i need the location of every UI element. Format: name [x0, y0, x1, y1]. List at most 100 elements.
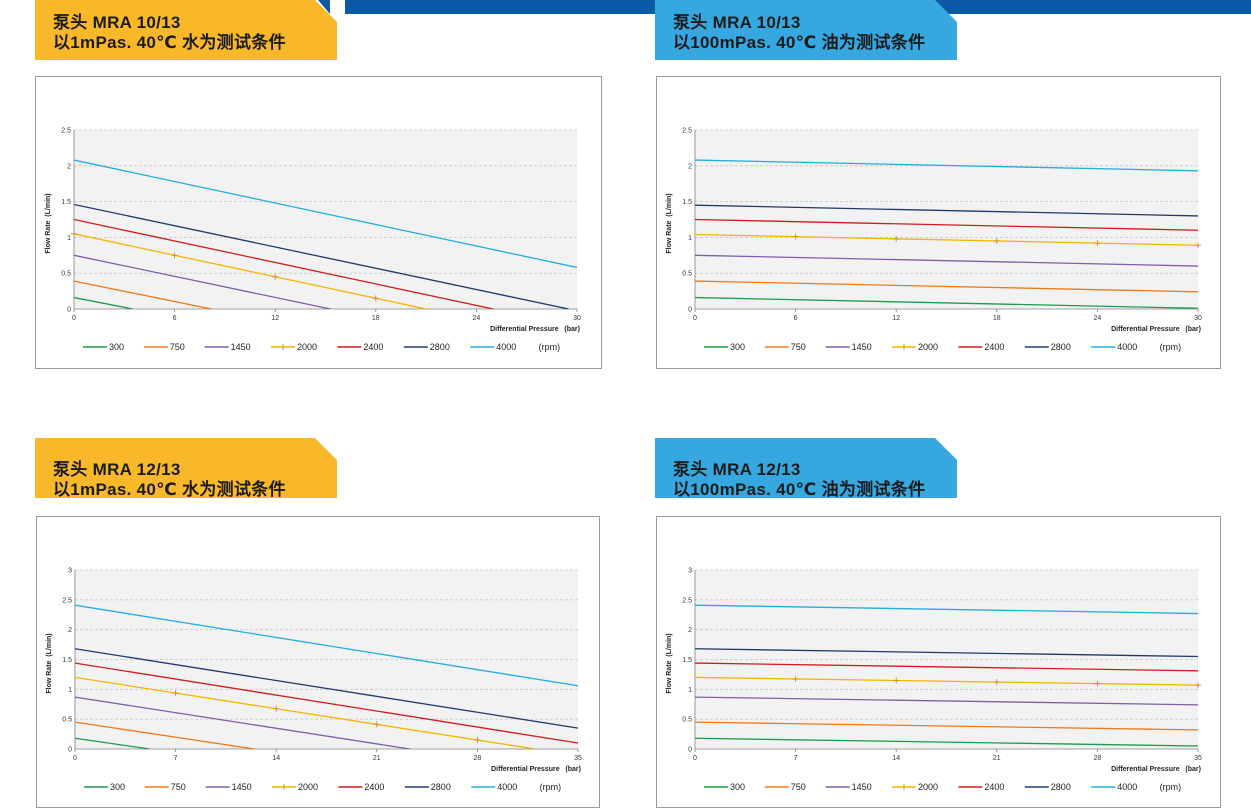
panel-4-chart-svg: 0 0.5 1 1.5 2 2.5 3 0 7 14 21 28 35 Differential Pres…	[666, 568, 1202, 793]
y-tick-label: 1.5	[62, 657, 72, 664]
panel-1-chart-svg: 0 0.5 1 1.5 2 2.5 0 6 12 18 24 30 Differential Press…	[45, 128, 581, 353]
legend-label-2000: 2000	[298, 782, 318, 792]
panel-3-header-bg	[35, 438, 337, 498]
x-tick-label: 12	[892, 315, 900, 322]
x-tick-label: 0	[72, 315, 76, 322]
series-line-2800	[75, 648, 578, 729]
legend-label-4000: 4000	[1117, 782, 1137, 792]
y-tick-label: 2.5	[61, 128, 71, 135]
series-line-300	[74, 296, 133, 309]
panel-4-chart: 0 0.5 1 1.5 2 2.5 3 0 7 14 21 28 35 Differential Pres…	[656, 516, 1221, 808]
series-line-750	[695, 721, 1198, 731]
series-line-2000	[695, 233, 1198, 246]
panel-2-chart-svg: 0 0.5 1 1.5 2 2.5 0 6 12 18 24 30 Differential Press…	[666, 128, 1202, 353]
x-tick-label: 21	[373, 755, 381, 762]
legend-label-750: 750	[791, 342, 806, 352]
x-axis-label: Differential Pressure (bar)	[491, 766, 581, 773]
plot-area	[74, 130, 577, 309]
series-line-4000	[74, 159, 577, 269]
y-tick-label: 2.5	[682, 128, 692, 135]
series-line-300	[695, 737, 1198, 747]
series-line-2800	[695, 204, 1198, 217]
x-tick-label: 21	[993, 755, 1001, 762]
legend-label-2400: 2400	[984, 342, 1004, 352]
y-tick-label: 0.5	[61, 271, 71, 278]
panel-4-header-bg	[655, 438, 957, 498]
x-tick-label: 18	[993, 315, 1001, 322]
panel-3-header: 泵头 MRA 12/13 以1mPas. 40℃ 水为测试条件	[35, 438, 338, 498]
legend-unit: (rpm)	[1160, 342, 1182, 352]
x-tick-label: 7	[174, 755, 178, 762]
series-line-4000	[75, 604, 578, 687]
y-tick-label: 1	[688, 687, 692, 694]
panel-2-chart: 0 0.5 1 1.5 2 2.5 0 6 12 18 24 30 Differential Press…	[656, 76, 1221, 369]
legend-label-1450: 1450	[231, 342, 251, 352]
y-tick-label: 1.5	[61, 199, 71, 206]
x-tick-label: 28	[1094, 755, 1102, 762]
y-tick-label: 0	[67, 307, 71, 314]
series-line-1450	[695, 254, 1198, 267]
y-tick-label: 3	[688, 568, 692, 575]
series-line-4000	[695, 159, 1198, 172]
y-tick-label: 2	[688, 627, 692, 634]
legend-label-2000: 2000	[297, 342, 317, 352]
plot-area	[695, 130, 1198, 309]
x-tick-label: 7	[794, 755, 798, 762]
y-tick-label: 1	[68, 687, 72, 694]
y-tick-label: 2	[68, 627, 72, 634]
series-line-2400	[695, 218, 1198, 231]
y-tick-label: 0.5	[62, 717, 72, 724]
y-tick-label: 2.5	[682, 597, 692, 604]
legend-label-300: 300	[730, 342, 745, 352]
legend-unit: (rpm)	[1160, 782, 1182, 792]
series-line-300	[695, 296, 1198, 309]
legend-label-1450: 1450	[852, 782, 872, 792]
panel-1-subtitle: 以1mPas. 40℃ 水为测试条件	[53, 33, 286, 52]
x-tick-label: 6	[794, 315, 798, 322]
series-line-2000	[75, 676, 535, 749]
legend-label-2000: 2000	[918, 782, 938, 792]
panel-1-title: 泵头 MRA 10/13	[53, 13, 181, 32]
x-tick-label: 35	[1194, 755, 1202, 762]
legend-label-2400: 2400	[984, 782, 1004, 792]
x-axis-label: Differential Pressure (bar)	[1111, 326, 1201, 333]
legend-label-300: 300	[730, 782, 745, 792]
series-line-4000	[695, 604, 1198, 615]
y-tick-label: 1	[67, 235, 71, 242]
x-tick-label: 35	[574, 755, 582, 762]
panel-3-chart-svg: 0 0.5 1 1.5 2 2.5 3 0 7 14 21 28 35 Differential Pres…	[46, 568, 582, 793]
series-line-750	[695, 280, 1198, 293]
y-tick-label: 0	[68, 747, 72, 754]
panel-4-subtitle: 以100mPas. 40℃ 油为测试条件	[673, 480, 926, 498]
panel-2-subtitle: 以100mPas. 40℃ 油为测试条件	[673, 33, 926, 52]
x-tick-label: 14	[272, 755, 280, 762]
y-tick-label: 0.5	[682, 271, 692, 278]
legend-label-1450: 1450	[232, 782, 252, 792]
x-tick-label: 28	[474, 755, 482, 762]
legend-label-750: 750	[791, 782, 806, 792]
legend-label-750: 750	[170, 342, 185, 352]
series-line-2400	[695, 662, 1198, 672]
y-tick-label: 1	[688, 235, 692, 242]
series-line-2400	[74, 218, 494, 309]
panel-2-title: 泵头 MRA 10/13	[673, 13, 801, 32]
y-tick-label: 0.5	[682, 717, 692, 724]
panel-1-chart: 0 0.5 1 1.5 2 2.5 0 6 12 18 24 30 Differential Press…	[35, 76, 602, 369]
legend-label-2800: 2800	[1051, 782, 1071, 792]
y-tick-label: 2.5	[62, 597, 72, 604]
legend-label-4000: 4000	[496, 342, 516, 352]
legend-label-2000: 2000	[918, 342, 938, 352]
y-axis-label: Flow Rate (L/min)	[45, 193, 52, 253]
legend-label-1450: 1450	[852, 342, 872, 352]
x-tick-label: 24	[473, 315, 481, 322]
y-tick-label: 2	[688, 163, 692, 170]
x-tick-label: 18	[372, 315, 380, 322]
series-line-1450	[695, 696, 1198, 706]
legend-label-750: 750	[171, 782, 186, 792]
panel-3-title: 泵头 MRA 12/13	[53, 460, 181, 479]
y-tick-label: 1.5	[682, 199, 692, 206]
x-tick-label: 0	[73, 755, 77, 762]
series-line-1450	[75, 696, 410, 749]
legend-label-2800: 2800	[430, 342, 450, 352]
y-tick-label: 0	[688, 307, 692, 314]
